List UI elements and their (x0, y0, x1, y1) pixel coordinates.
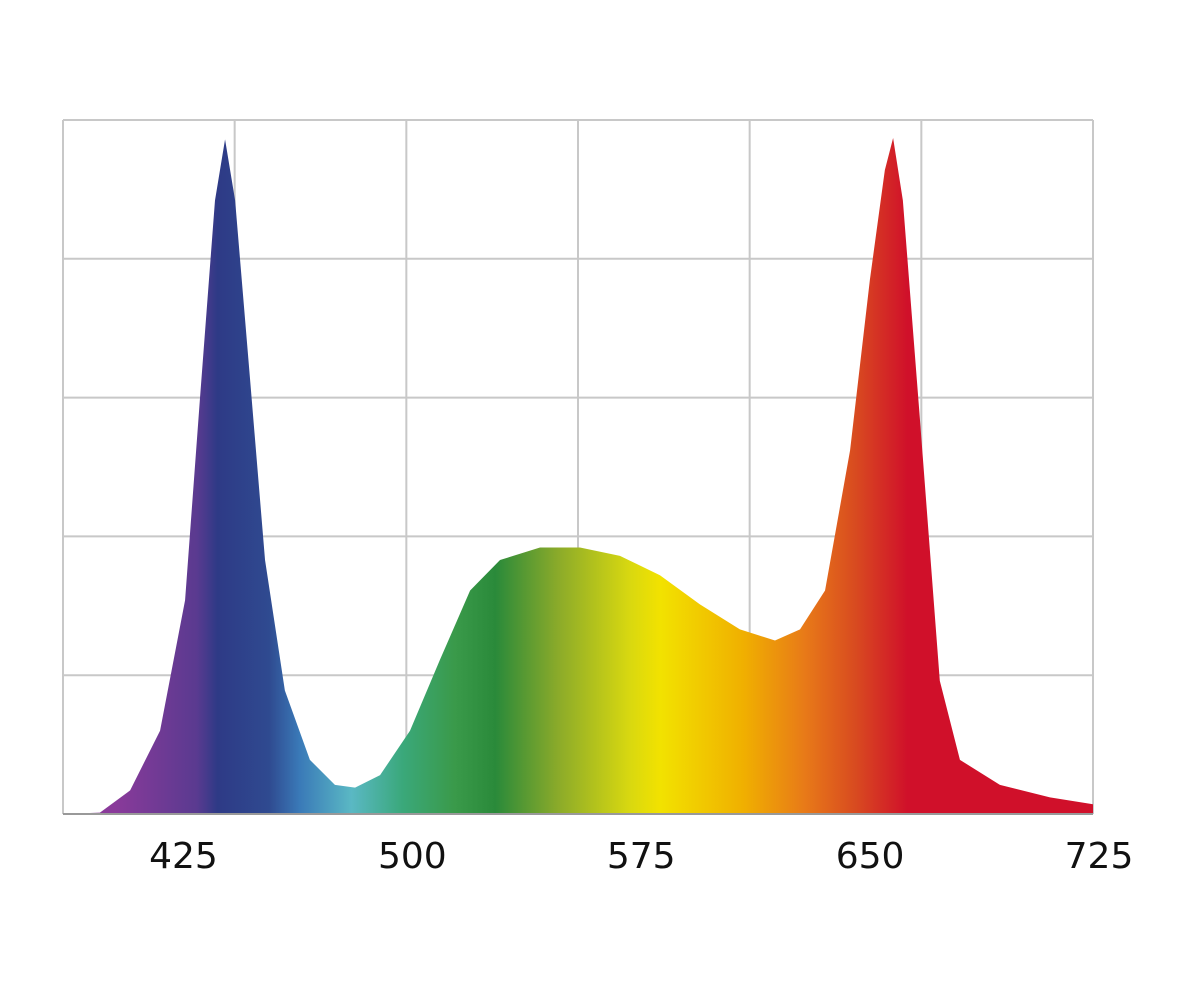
x-tick-label: 500 (378, 836, 447, 877)
spectrum-area (63, 138, 1093, 814)
x-tick-label: 425 (149, 836, 218, 877)
x-tick-label: 725 (1065, 836, 1134, 877)
x-tick-label: 575 (607, 836, 676, 877)
x-tick-label: 650 (836, 836, 905, 877)
